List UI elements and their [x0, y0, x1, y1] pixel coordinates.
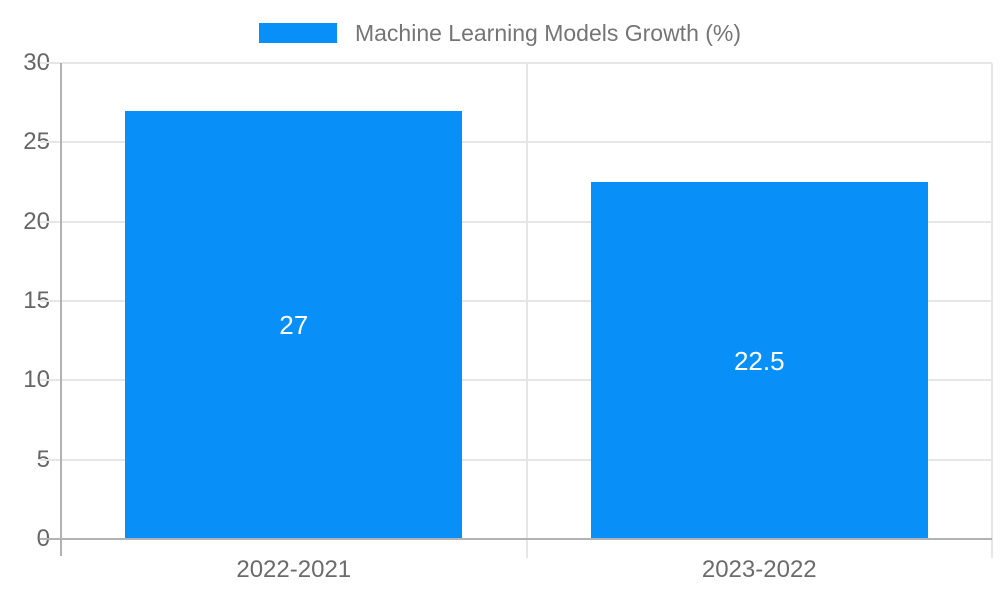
bar-value-label: 27: [279, 309, 309, 340]
gridline: [40, 300, 992, 302]
gridline: [40, 379, 992, 382]
y-axis-line: [60, 63, 62, 556]
gridline: [40, 458, 992, 461]
x-category-label: 2023-2022: [701, 556, 817, 583]
legend[interactable]: Machine Learning Models Growth (%): [0, 15, 1000, 51]
legend-swatch[interactable]: [258, 23, 337, 43]
category-boundary-line: [525, 63, 528, 558]
bar[interactable]: [125, 110, 463, 539]
bar[interactable]: [590, 182, 928, 539]
x-axis-labels: 2022-2021 2023-2022: [61, 556, 992, 588]
y-axis-labels: 0 5 10 15 20 25 30: [0, 50, 50, 552]
gridline: [40, 141, 992, 144]
category-boundary-line: [991, 63, 993, 558]
x-axis-line: [40, 538, 992, 540]
bar-value-label: 22.5: [733, 345, 785, 376]
legend-label: Machine Learning Models Growth (%): [354, 19, 742, 46]
gridline: [40, 220, 992, 223]
gridline: [40, 62, 992, 64]
x-category-label: 2022-2021: [236, 556, 352, 583]
plot-area: 27 22.5: [40, 62, 993, 558]
